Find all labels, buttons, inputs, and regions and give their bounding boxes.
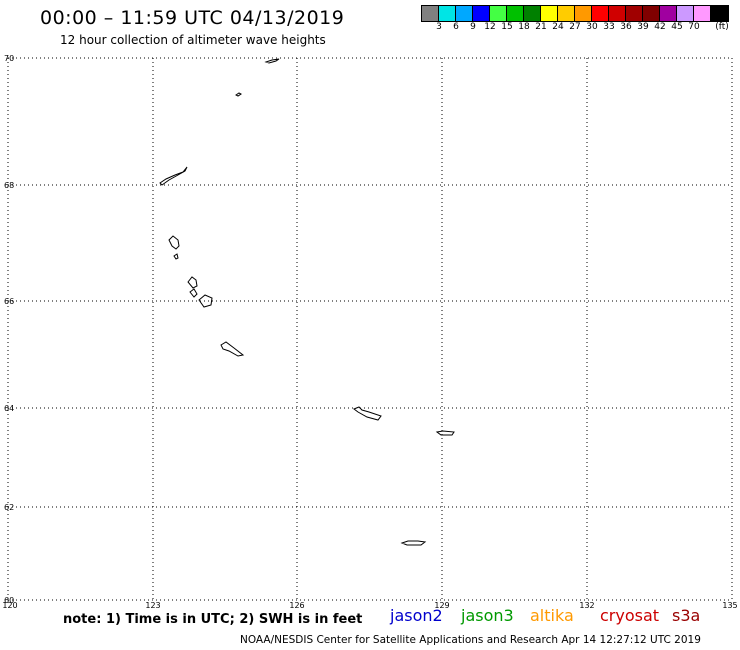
legend-swatch: [711, 6, 728, 21]
legend-swatch: [592, 6, 609, 21]
longitude-label: 132: [579, 601, 595, 610]
legend-value-label: 27: [569, 22, 581, 32]
satellite-label-cryosat: cryosat: [600, 606, 660, 625]
lake-outline: [435, 430, 455, 436]
legend-swatch: [524, 6, 541, 21]
legend-swatch: [490, 6, 507, 21]
lake-outline: [235, 92, 242, 97]
legend-unit-label: (ft): [715, 22, 729, 32]
legend-swatch: [456, 6, 473, 21]
lake-outline: [198, 294, 213, 308]
legend-value-label: 70: [688, 22, 700, 32]
color-legend-bar: [421, 5, 729, 22]
legend-value-label: 18: [518, 22, 530, 32]
longitude-label: 129: [434, 601, 450, 610]
legend-swatch: [643, 6, 660, 21]
legend-swatch: [660, 6, 677, 21]
lake-outlines: [159, 58, 455, 546]
longitude-label: 126: [289, 601, 305, 610]
legend-swatch: [507, 6, 524, 21]
legend-value-label: 42: [654, 22, 666, 32]
lake-outline: [187, 276, 198, 289]
latitude-label: 66: [4, 297, 15, 306]
satellite-label-s3a: s3a: [672, 606, 701, 625]
legend-value-label: 15: [501, 22, 513, 32]
lake-outline: [168, 235, 180, 250]
legend-swatch: [558, 6, 575, 21]
legend-value-label: 45: [671, 22, 683, 32]
legend-swatch: [439, 6, 456, 21]
lake-outline: [159, 166, 188, 186]
lake-outline: [400, 540, 427, 546]
legend-swatch: [541, 6, 558, 21]
legend-value-label: 12: [484, 22, 496, 32]
legend-swatch: [422, 6, 439, 21]
latitude-label: 70: [4, 54, 15, 63]
lake-outline: [352, 406, 382, 421]
latitude-label: 62: [4, 503, 15, 512]
legend-value-label: 9: [470, 22, 476, 32]
latitude-label: 68: [4, 181, 15, 190]
legend-swatch: [575, 6, 592, 21]
map-grid: [7, 57, 733, 601]
legend-swatch: [694, 6, 711, 21]
legend-value-label: 33: [603, 22, 615, 32]
longitude-label: 135: [722, 601, 738, 610]
legend-value-label: 3: [436, 22, 442, 32]
legend-swatch: [609, 6, 626, 21]
legend-swatch: [677, 6, 694, 21]
legend-value-label: 24: [552, 22, 564, 32]
latitude-label: 60: [4, 596, 15, 605]
longitude-label: 120: [2, 601, 18, 610]
legend-value-label: 30: [586, 22, 598, 32]
lake-outline: [220, 341, 245, 357]
satellite-label-jason2: jason2: [390, 606, 443, 625]
legend-value-label: 39: [637, 22, 649, 32]
satellite-label-altika: altika: [530, 606, 574, 625]
footer-credit: NOAA/NESDIS Center for Satellite Applica…: [240, 634, 701, 646]
lake-outline: [264, 58, 280, 64]
legend-value-label: 21: [535, 22, 547, 32]
note-text: note: 1) Time is in UTC; 2) SWH is in fe…: [63, 612, 363, 627]
page-subtitle: 12 hour collection of altimeter wave hei…: [60, 33, 326, 47]
legend-value-label: 36: [620, 22, 632, 32]
legend-swatch: [626, 6, 643, 21]
legend-swatch: [473, 6, 490, 21]
longitude-label: 123: [145, 601, 161, 610]
satellite-label-jason3: jason3: [461, 606, 514, 625]
latitude-label: 64: [4, 404, 15, 413]
legend-value-label: 6: [453, 22, 459, 32]
lake-outline: [173, 253, 179, 260]
page-title: 00:00 – 11:59 UTC 04/13/2019: [40, 7, 345, 29]
lake-outline: [189, 288, 198, 298]
